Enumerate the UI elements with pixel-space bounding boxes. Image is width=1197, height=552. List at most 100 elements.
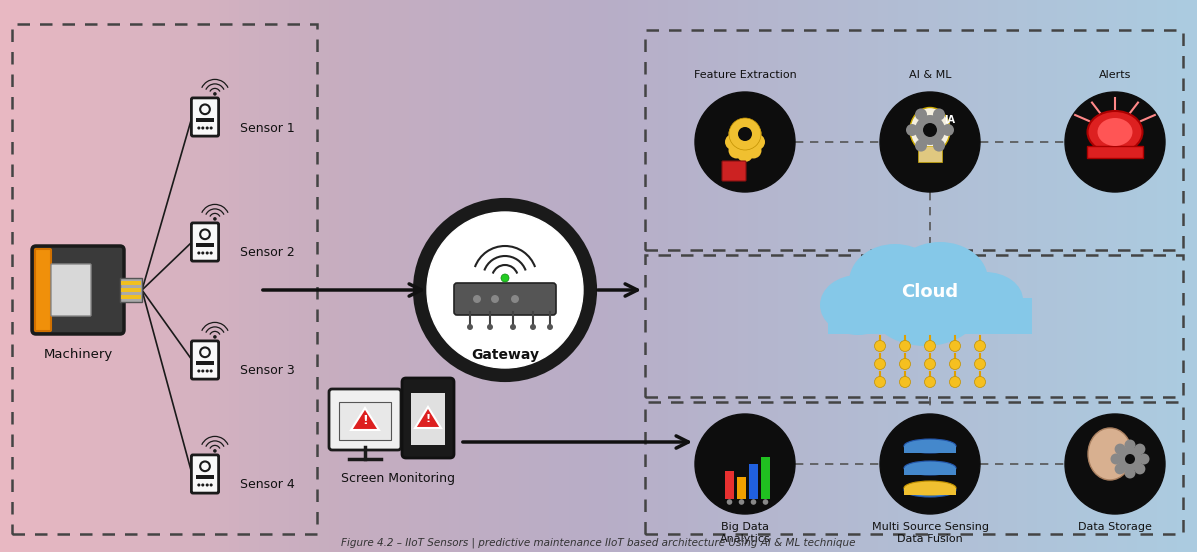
Circle shape	[473, 295, 481, 303]
Bar	[578, 0, 590, 552]
Circle shape	[749, 134, 765, 150]
Bar	[1087, 0, 1099, 552]
Bar	[219, 0, 231, 552]
Bar	[90, 0, 101, 552]
Circle shape	[206, 484, 208, 486]
Bar	[509, 0, 519, 552]
Bar	[937, 0, 949, 552]
Circle shape	[875, 376, 886, 388]
FancyBboxPatch shape	[402, 378, 454, 458]
Bar	[728, 0, 740, 552]
Circle shape	[729, 142, 745, 158]
Bar	[260, 0, 271, 552]
Circle shape	[198, 484, 200, 486]
Text: !: !	[363, 415, 367, 427]
Bar	[518, 0, 530, 552]
Circle shape	[949, 341, 960, 352]
FancyBboxPatch shape	[192, 98, 219, 136]
Bar	[196, 475, 214, 479]
Bar	[838, 0, 849, 552]
Circle shape	[949, 358, 960, 369]
Bar	[718, 0, 729, 552]
Bar	[1128, 0, 1138, 552]
Circle shape	[1125, 454, 1135, 464]
FancyBboxPatch shape	[32, 246, 124, 334]
Bar	[150, 0, 160, 552]
Text: Cloud: Cloud	[901, 283, 959, 301]
Circle shape	[915, 108, 926, 120]
Bar	[688, 0, 699, 552]
Circle shape	[530, 324, 536, 330]
Bar	[249, 0, 261, 552]
Text: Screen Monitoring: Screen Monitoring	[341, 472, 455, 485]
Circle shape	[695, 92, 795, 192]
Bar	[737, 477, 746, 499]
Circle shape	[751, 499, 757, 505]
Text: Figure 4.2 – IIoT Sensors | predictive maintenance IIoT based architecture Using: Figure 4.2 – IIoT Sensors | predictive m…	[341, 538, 856, 548]
Circle shape	[729, 118, 761, 150]
Ellipse shape	[820, 275, 897, 335]
Bar	[1087, 146, 1143, 158]
Bar	[200, 0, 211, 552]
Circle shape	[209, 369, 213, 373]
FancyBboxPatch shape	[454, 283, 555, 315]
Bar	[798, 0, 809, 552]
Circle shape	[746, 142, 761, 158]
Bar	[668, 0, 680, 552]
Bar	[439, 0, 450, 552]
Circle shape	[487, 324, 493, 330]
Ellipse shape	[947, 272, 1023, 328]
Bar	[1137, 0, 1148, 552]
Circle shape	[737, 146, 753, 162]
Ellipse shape	[904, 461, 956, 475]
Circle shape	[427, 212, 583, 368]
Bar	[20, 0, 31, 552]
Circle shape	[491, 295, 499, 303]
FancyBboxPatch shape	[35, 249, 51, 331]
Text: !: !	[425, 414, 431, 424]
Bar	[40, 0, 51, 552]
Bar	[0, 0, 11, 552]
Circle shape	[1118, 447, 1142, 471]
Circle shape	[915, 140, 926, 152]
Circle shape	[201, 369, 205, 373]
Text: Sensor 2: Sensor 2	[241, 247, 294, 259]
FancyBboxPatch shape	[722, 161, 746, 181]
Bar	[788, 0, 800, 552]
Bar	[389, 0, 400, 552]
Circle shape	[511, 295, 519, 303]
Bar	[907, 0, 919, 552]
Circle shape	[200, 230, 209, 239]
Bar	[30, 0, 41, 552]
Bar	[1117, 0, 1129, 552]
Bar	[196, 118, 214, 122]
Circle shape	[727, 499, 733, 505]
FancyBboxPatch shape	[192, 341, 219, 379]
Bar	[469, 0, 480, 552]
Circle shape	[915, 115, 944, 145]
Bar	[359, 0, 370, 552]
Text: Sensor 1: Sensor 1	[241, 121, 294, 135]
Bar	[339, 402, 391, 440]
Circle shape	[762, 499, 768, 505]
Text: Multi Source Sensing
Data Fusion: Multi Source Sensing Data Fusion	[871, 522, 989, 544]
Bar	[608, 0, 620, 552]
Circle shape	[924, 341, 936, 352]
Circle shape	[974, 376, 985, 388]
Bar	[598, 0, 609, 552]
Bar	[429, 0, 440, 552]
Bar	[110, 0, 121, 552]
Bar	[569, 0, 579, 552]
Ellipse shape	[870, 270, 980, 346]
Bar	[529, 0, 540, 552]
Circle shape	[201, 252, 205, 254]
Text: Sensor 3: Sensor 3	[241, 364, 294, 378]
Bar	[99, 0, 111, 552]
Circle shape	[906, 124, 918, 136]
Bar	[350, 0, 360, 552]
Bar	[904, 446, 956, 453]
Bar	[898, 0, 909, 552]
Bar	[978, 0, 989, 552]
Bar	[739, 0, 749, 552]
Bar	[60, 0, 71, 552]
